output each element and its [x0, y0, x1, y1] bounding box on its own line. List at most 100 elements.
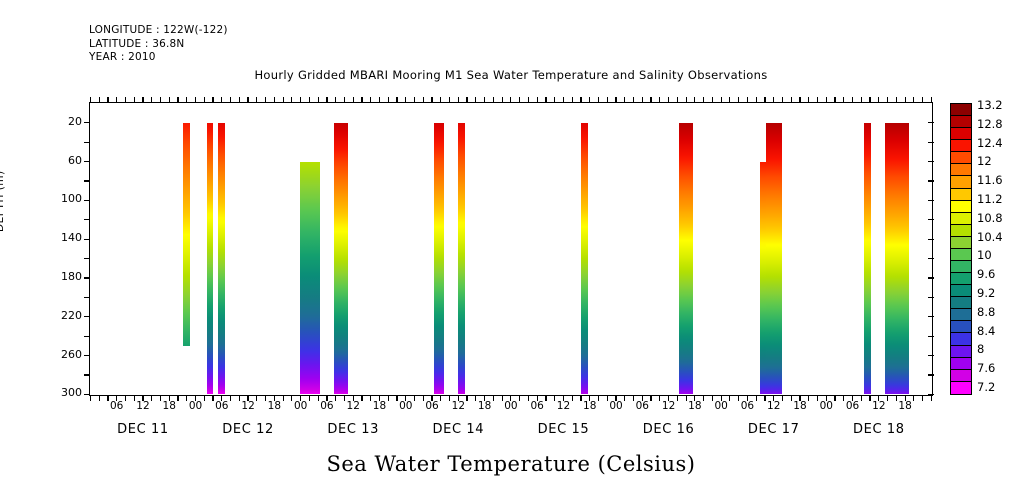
x-axis-tick-bottom — [300, 396, 302, 401]
y-axis-tick — [83, 161, 90, 163]
y-axis-tick-right — [927, 277, 934, 279]
x-axis-tick-top — [431, 96, 433, 102]
x-axis-tick-top — [851, 96, 854, 102]
plot-area — [90, 103, 931, 395]
x-axis-tick-bottom — [484, 396, 486, 401]
latitude-label: LATITUDE : 36.8N — [89, 37, 185, 50]
colorbar-swatch — [951, 285, 971, 298]
x-axis-day-label: DEC 14 — [432, 422, 485, 437]
y-axis-tick-label: 140 — [61, 231, 82, 245]
colorbar-swatch — [951, 212, 971, 225]
profile-dec18-0000 — [884, 122, 909, 395]
x-axis-tick-top — [720, 96, 722, 102]
x-axis-tick-top — [273, 96, 275, 102]
x-axis-tick-top — [676, 96, 678, 102]
colorbar-swatch — [951, 116, 971, 129]
x-axis-tick-top — [308, 96, 310, 102]
x-axis-tick-bottom — [808, 396, 810, 401]
profile-dec13-0600 — [333, 122, 348, 395]
x-axis-hour-label: 18 — [583, 400, 597, 412]
x-axis-hour-label: 00 — [609, 400, 623, 412]
colorbar-tick-label: 9.6 — [977, 267, 996, 282]
x-axis-hour-label: 12 — [136, 400, 150, 412]
profile-dec14-0600 — [457, 122, 465, 395]
x-axis-tick-top — [256, 96, 258, 102]
x-axis-hour-label: 12 — [451, 400, 466, 412]
y-axis-tick — [83, 393, 90, 395]
x-axis-tick-bottom — [448, 396, 451, 401]
x-axis-tick-bottom — [212, 396, 214, 401]
profile-dec15-0600 — [580, 122, 588, 395]
x-axis-tick-top — [396, 96, 398, 102]
y-axis-tick-right — [927, 374, 934, 376]
x-axis-tick-bottom — [615, 396, 617, 401]
profile-dec12-0500 — [217, 122, 225, 395]
x-axis-tick-top — [790, 96, 792, 102]
x-axis-hour-label: 06 — [845, 400, 860, 412]
x-axis-tick-bottom — [492, 396, 494, 401]
x-axis-tick-top — [904, 96, 906, 102]
colorbar-tick-label: 8 — [977, 342, 985, 357]
y-axis-tick — [83, 335, 90, 337]
x-axis-tick-top — [492, 96, 494, 102]
colorbar-swatch — [951, 152, 971, 165]
x-axis-tick-bottom — [405, 396, 407, 401]
x-axis-hour-label: 12 — [346, 400, 360, 412]
x-axis-tick-bottom — [124, 396, 127, 401]
x-axis-tick-bottom — [632, 396, 635, 401]
x-axis-hour-label: 06 — [530, 400, 544, 412]
x-axis-tick-top — [265, 96, 267, 102]
colorbar-swatch — [951, 345, 971, 358]
profile-dec16-2100 — [759, 161, 766, 395]
x-axis-tick-top — [282, 96, 284, 102]
x-axis-hour-label: 18 — [267, 400, 282, 412]
x-axis-tick-top — [448, 96, 451, 102]
x-axis-tick-bottom — [676, 396, 678, 401]
x-axis-tick-bottom — [89, 396, 91, 401]
x-axis-tick-top — [860, 96, 862, 102]
x-axis-tick-top — [221, 96, 223, 102]
x-axis-tick-top — [361, 96, 363, 102]
x-axis-tick-top — [370, 96, 372, 102]
x-axis-tick-top — [352, 96, 354, 102]
x-axis-tick-bottom — [711, 396, 713, 401]
colorbar-swatch — [951, 176, 971, 189]
profile-dec12-2300 — [299, 161, 320, 395]
colorbar-swatch — [951, 200, 971, 213]
x-axis-tick-bottom — [729, 396, 731, 401]
x-axis-hour-label: 00 — [819, 400, 833, 412]
x-axis-tick-bottom — [755, 396, 757, 401]
x-axis-tick-top — [667, 96, 670, 102]
x-axis-tick-top — [229, 96, 232, 102]
x-axis-tick-bottom — [650, 396, 652, 401]
x-axis-hour-label: 12 — [556, 400, 571, 412]
colorbar-swatch — [951, 104, 971, 117]
x-axis-tick-bottom — [431, 396, 433, 401]
x-axis-day-label: DEC 16 — [642, 422, 695, 437]
x-axis-tick-bottom — [886, 396, 889, 401]
y-axis-tick-label: 220 — [61, 308, 82, 322]
x-axis-tick-bottom — [273, 396, 275, 401]
x-axis-hour-label: 00 — [504, 400, 518, 412]
x-axis-day-label: DEC 18 — [853, 422, 905, 437]
x-axis-tick-top — [335, 96, 337, 102]
x-axis-tick-bottom — [98, 396, 100, 401]
x-axis-tick-top — [98, 96, 100, 102]
x-axis-tick-bottom — [519, 396, 521, 401]
colorbar-tick-label: 12.8 — [977, 116, 1003, 131]
x-axis-tick-bottom — [869, 396, 871, 401]
x-axis-tick-bottom — [317, 396, 319, 401]
x-axis-tick-top — [869, 96, 871, 102]
y-axis-tick — [83, 219, 90, 221]
x-axis-hour-label: 00 — [399, 400, 413, 412]
x-axis-tick-top — [466, 96, 468, 102]
x-axis-tick-top — [624, 96, 626, 102]
x-axis-day-label: DEC 12 — [222, 422, 274, 437]
x-axis-hour-label: 12 — [872, 400, 886, 412]
y-axis-tick-label: 180 — [61, 270, 82, 283]
x-axis-tick-bottom — [589, 396, 591, 401]
colorbar-tick-label: 12 — [977, 154, 992, 169]
x-axis-tick-bottom — [265, 396, 267, 401]
x-axis-tick-bottom — [624, 396, 626, 401]
x-axis-tick-bottom — [133, 396, 135, 401]
